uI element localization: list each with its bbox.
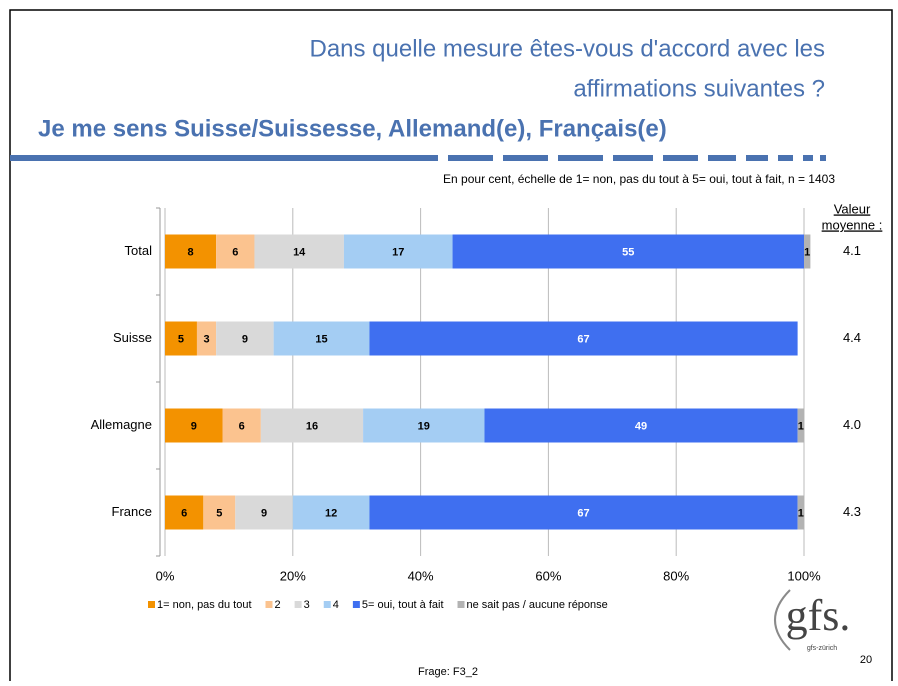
bar-segment: [165, 408, 223, 443]
bar-label: 16: [306, 420, 318, 432]
bar-segment: [797, 495, 804, 530]
legend-swatch: [294, 601, 302, 608]
bar-label: 3: [203, 333, 209, 345]
bar-segment: [363, 408, 485, 443]
legend-label: ne sait pas / aucune réponse: [467, 599, 608, 611]
x-tick-label: 20%: [280, 568, 306, 583]
legend-swatch: [323, 601, 331, 608]
note: En pour cent, échelle de 1= non, pas du …: [443, 172, 835, 186]
mean-header: Valeur: [834, 201, 871, 216]
bar-segment: [260, 408, 364, 443]
mean-header: moyenne :: [822, 217, 883, 232]
bar-segment: [797, 408, 804, 443]
legend-swatch: [352, 601, 360, 608]
y-tick-label: Total: [125, 243, 153, 258]
bar-label: 1: [798, 507, 804, 519]
y-tick-label: Allemagne: [91, 417, 152, 432]
title-line: affirmations suivantes ?: [573, 75, 825, 102]
bar-segment: [216, 321, 274, 356]
subtitle: Je me sens Suisse/Suissesse, Allemand(e)…: [38, 115, 667, 142]
bar-label: 15: [315, 333, 327, 345]
bar-label: 8: [187, 246, 193, 258]
x-tick-label: 60%: [535, 568, 561, 583]
divider: [10, 155, 826, 161]
bar-segment: [484, 408, 798, 443]
bar-label: 9: [191, 420, 197, 432]
bar-label: 5: [178, 333, 184, 345]
bar-segment: [235, 495, 293, 530]
bar-label: 9: [242, 333, 248, 345]
bar-label: 1: [798, 420, 804, 432]
bar-segment: [165, 321, 197, 356]
x-tick-label: 100%: [787, 568, 821, 583]
bar-label: 6: [232, 246, 238, 258]
x-tick-label: 80%: [663, 568, 689, 583]
mean-value: 4.1: [843, 243, 861, 258]
slide-frame: [9, 9, 893, 686]
x-tick-label: 40%: [408, 568, 434, 583]
bar-label: 5: [216, 507, 222, 519]
bar-label: 9: [261, 507, 267, 519]
legend-label: 4: [333, 599, 339, 611]
logo: gfs.: [786, 591, 851, 640]
bar-label: 67: [577, 333, 589, 345]
legend-swatch: [265, 601, 273, 608]
bar-segment: [222, 408, 261, 443]
bar-label: 6: [181, 507, 187, 519]
legend-label: 5= oui, tout à fait: [362, 599, 444, 611]
bar-segment: [273, 321, 370, 356]
mean-value: 4.4: [843, 330, 861, 345]
bar-segment: [369, 495, 798, 530]
y-tick-label: Suisse: [113, 330, 152, 345]
legend-label: 3: [304, 599, 310, 611]
legend-label: 2: [275, 599, 281, 611]
x-tick-label: 0%: [156, 568, 175, 583]
bar-label: 19: [418, 420, 430, 432]
bar-segment: [292, 495, 370, 530]
source: Frage: F3_2: [418, 666, 478, 678]
bar-label: 67: [577, 507, 589, 519]
bar-segment: [165, 234, 217, 269]
legend-swatch: [457, 601, 465, 608]
bar-label: 1: [804, 246, 810, 258]
bar-label: 12: [325, 507, 337, 519]
bar-label: 6: [239, 420, 245, 432]
bar-segment: [196, 321, 217, 356]
page-number: 20: [860, 654, 872, 666]
logo-sub: gfs-zürich: [807, 645, 837, 652]
mean-value: 4.3: [843, 504, 861, 519]
legend-swatch: [148, 601, 155, 608]
title-line: Dans quelle mesure êtes-vous d'accord av…: [309, 35, 825, 62]
bar-segment: [369, 321, 798, 356]
bar-segment: [804, 234, 811, 269]
bar-segment: [343, 234, 453, 269]
logo-arc: [774, 589, 791, 651]
bar-segment: [452, 234, 804, 269]
mean-value: 4.0: [843, 417, 861, 432]
bar-label: 17: [392, 246, 404, 258]
bar-segment: [165, 495, 204, 530]
legend-label: 1= non, pas du tout: [157, 599, 252, 611]
bar-label: 14: [293, 246, 306, 258]
bar-segment: [254, 234, 344, 269]
bar-segment: [203, 495, 236, 530]
bar-label: 49: [635, 420, 647, 432]
bar-segment: [216, 234, 255, 269]
bar-label: 55: [622, 246, 634, 258]
y-tick-label: France: [112, 504, 152, 519]
